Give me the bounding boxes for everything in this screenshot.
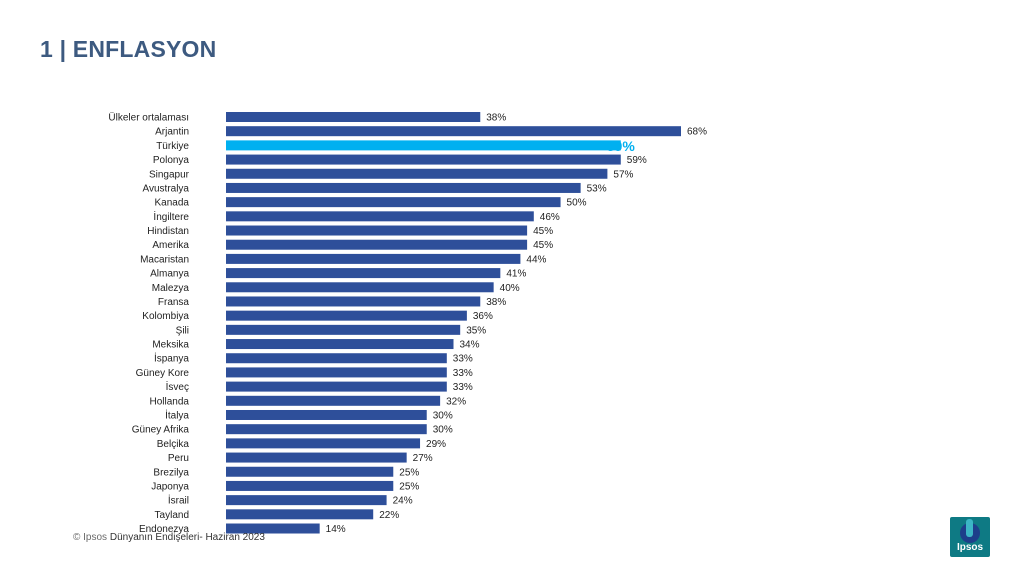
category-label: Almanya [150,269,189,280]
value-label: 38% [486,113,506,124]
value-label: 59% [627,155,647,166]
value-label: 40% [500,283,520,294]
value-label: 29% [426,439,446,450]
bar [226,268,501,279]
ipsos-logo-icon: Ipsos [950,517,990,557]
bar [226,523,320,534]
copyright-text: © Ipsos [73,532,108,543]
bar [226,480,394,491]
bar [226,126,681,137]
value-label: 59% [607,138,636,154]
value-label: 41% [506,269,526,280]
value-label: 33% [453,368,473,379]
value-label: 35% [466,325,486,336]
category-label: Tayland [155,510,189,521]
logo-text: Ipsos [956,542,984,553]
category-label: Türkiye [156,141,189,152]
value-label: 30% [433,410,453,421]
category-label: Malezya [152,283,190,294]
bar [226,324,461,335]
value-label: 45% [533,226,553,237]
bar [226,367,447,378]
bar [226,381,447,392]
bar [226,339,454,350]
value-label: 25% [399,481,419,492]
category-label: Japonya [151,481,189,492]
value-label: 25% [399,467,419,478]
category-label: Güney Kore [136,368,190,379]
value-label: 44% [526,254,546,265]
value-label: 68% [687,127,707,138]
bar [226,353,447,364]
bar [226,296,481,307]
bar [226,197,561,208]
value-label: 33% [453,382,473,393]
bar [226,409,427,420]
category-label: Endonezya [139,524,189,535]
page-title: 1 | ENFLASYON [40,36,217,62]
category-label: Güney Afrika [132,425,190,436]
value-label: 53% [587,183,607,194]
category-label: Singapur [149,169,190,180]
bar [226,495,387,506]
value-label: 14% [326,524,346,535]
category-label: Hollanda [150,396,190,407]
footer-source: © Ipsos Dünyanın Endişeleri- Haziran 202… [73,532,265,543]
category-label: Kolombiya [142,311,189,322]
bar [226,154,621,165]
value-label: 32% [446,396,466,407]
value-label: 38% [486,297,506,308]
bar [226,168,608,179]
bar [226,424,427,435]
value-label: 46% [540,212,560,223]
bar [226,182,581,193]
value-label: 27% [413,453,433,464]
category-label: Kanada [155,198,190,209]
category-label: Brezilya [153,467,189,478]
category-label: İspanya [154,352,189,365]
category-label: Ülkeler ortalaması [108,112,189,124]
value-label: 50% [567,198,587,209]
category-label: İsrail [168,494,189,507]
value-label: 24% [393,496,413,507]
bar [226,310,467,321]
category-label: İngiltere [153,210,189,223]
category-label: Şili [176,325,189,336]
bar [226,452,407,463]
category-label: Macaristan [140,254,189,265]
category-label: Fransa [158,297,190,308]
value-label: 57% [613,169,633,180]
bar [226,282,494,293]
value-label: 22% [379,510,399,521]
value-label: 36% [473,311,493,322]
category-label: Meksika [152,340,189,351]
bar [226,112,481,122]
value-label: 34% [460,340,480,351]
category-label: Hindistan [147,226,189,237]
bar [226,239,528,250]
bar [226,395,441,406]
source-text: Dünyanın Endişeleri- Haziran 2023 [109,532,265,543]
bar [226,509,374,520]
category-label: Polonya [153,155,190,166]
bar [226,466,394,477]
value-label: 45% [533,240,553,251]
category-label: İtalya [165,408,189,421]
category-label: Belçika [157,439,190,450]
category-label: Avustralya [142,183,189,194]
bar [226,225,528,236]
bar [226,253,521,264]
category-label: Peru [168,453,189,464]
category-label: Amerika [152,240,189,251]
value-label: 30% [433,425,453,436]
bar [226,211,534,222]
bar [226,438,421,449]
bar-highlight [226,140,621,151]
value-label: 33% [453,354,473,365]
category-label: İsveç [166,380,189,393]
category-label: Arjantin [155,127,189,138]
